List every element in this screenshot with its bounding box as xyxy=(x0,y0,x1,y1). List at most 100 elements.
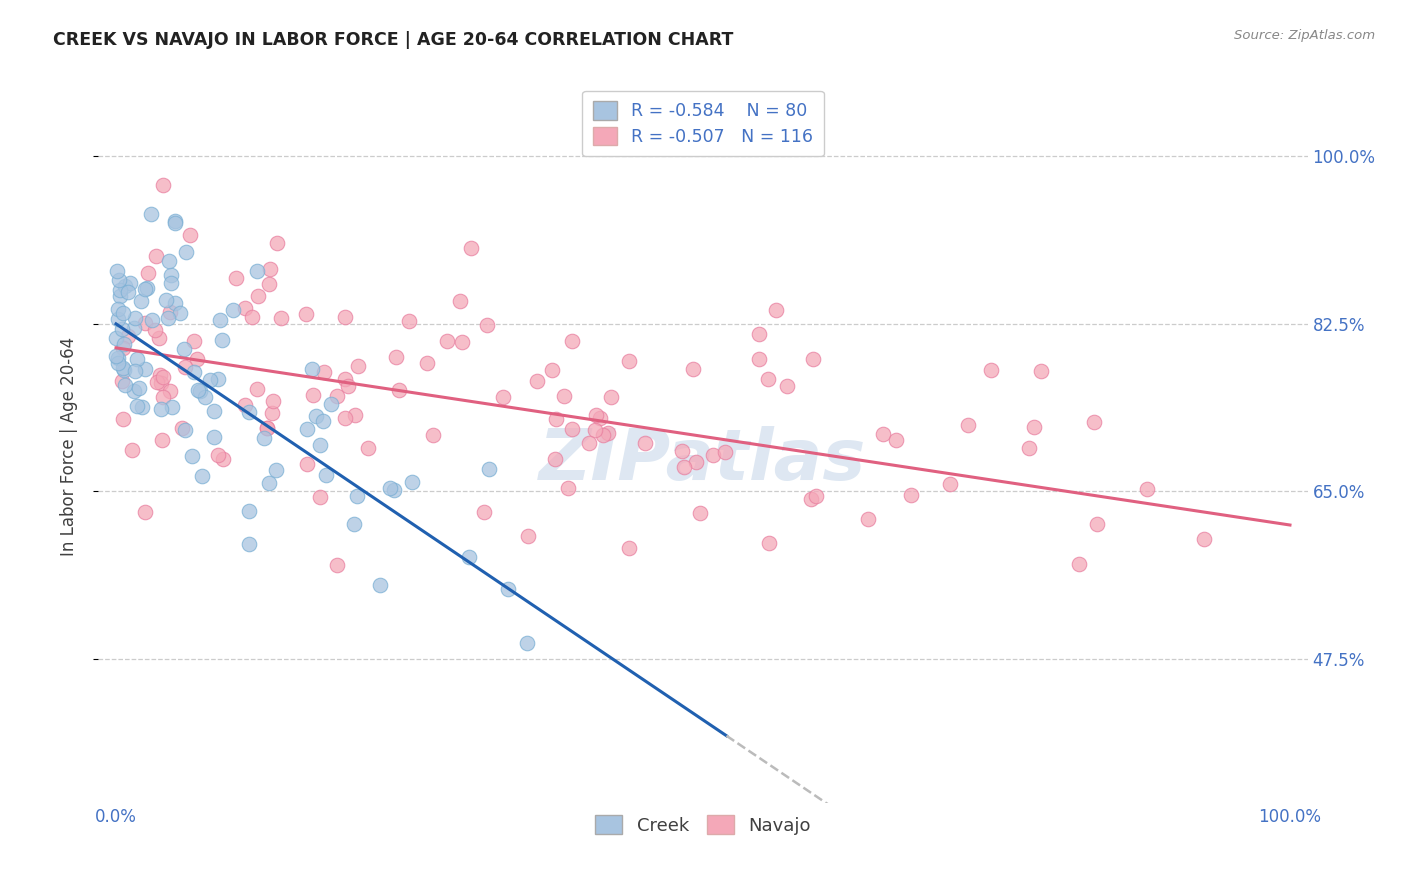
Point xyxy=(238,537,260,551)
Point xyxy=(416,356,439,370)
Point xyxy=(145,249,167,263)
Point xyxy=(856,511,879,525)
Point xyxy=(472,505,495,519)
Point xyxy=(156,310,179,325)
Point xyxy=(114,363,136,377)
Point xyxy=(256,420,278,434)
Point xyxy=(152,390,174,404)
Point xyxy=(1136,482,1159,496)
Text: Source: ZipAtlas.com: Source: ZipAtlas.com xyxy=(1234,29,1375,42)
Point xyxy=(553,389,575,403)
Point xyxy=(315,467,337,482)
Point xyxy=(259,262,281,277)
Point xyxy=(526,374,548,388)
Point xyxy=(129,294,152,309)
Point xyxy=(309,438,332,452)
Point xyxy=(262,394,284,409)
Point xyxy=(238,504,260,518)
Point xyxy=(1192,532,1215,546)
Point xyxy=(233,301,256,316)
Point xyxy=(516,636,538,650)
Point xyxy=(702,448,724,462)
Point xyxy=(180,450,202,464)
Point xyxy=(136,266,159,280)
Point xyxy=(238,405,260,419)
Point xyxy=(872,427,894,442)
Point xyxy=(152,178,174,192)
Point xyxy=(561,421,583,435)
Point xyxy=(159,384,181,398)
Point xyxy=(884,433,907,447)
Point xyxy=(160,400,183,414)
Point xyxy=(266,236,288,251)
Point xyxy=(1083,415,1105,429)
Point xyxy=(436,334,458,348)
Point xyxy=(202,429,225,443)
Point xyxy=(333,310,356,325)
Point xyxy=(207,448,229,462)
Point xyxy=(297,422,319,436)
Point xyxy=(592,428,614,442)
Point xyxy=(112,412,135,426)
Point xyxy=(492,390,515,404)
Point xyxy=(1018,442,1040,456)
Point xyxy=(748,351,770,366)
Point xyxy=(344,408,367,422)
Point xyxy=(1022,420,1045,434)
Point xyxy=(498,582,520,597)
Point xyxy=(131,400,153,414)
Point xyxy=(295,458,318,472)
Point xyxy=(478,462,501,476)
Point xyxy=(170,421,193,435)
Point xyxy=(187,383,209,397)
Point xyxy=(673,460,696,475)
Point xyxy=(956,417,979,432)
Point xyxy=(191,469,214,483)
Point xyxy=(544,412,567,426)
Point xyxy=(114,278,136,293)
Point xyxy=(163,213,186,227)
Point xyxy=(714,444,737,458)
Point xyxy=(900,488,922,502)
Point xyxy=(596,426,619,441)
Point xyxy=(169,305,191,319)
Point xyxy=(980,363,1002,377)
Point xyxy=(146,376,169,390)
Point xyxy=(589,411,612,425)
Point xyxy=(801,352,824,367)
Point xyxy=(118,276,141,290)
Point xyxy=(333,411,356,425)
Point xyxy=(149,402,172,417)
Point xyxy=(450,334,472,349)
Point xyxy=(246,382,269,396)
Point xyxy=(585,408,607,422)
Point xyxy=(105,331,128,345)
Point xyxy=(246,288,269,302)
Point xyxy=(561,334,583,348)
Point xyxy=(152,370,174,384)
Point xyxy=(246,264,269,278)
Point xyxy=(308,491,330,505)
Point xyxy=(225,271,247,285)
Point xyxy=(179,228,201,243)
Point xyxy=(111,374,134,388)
Point xyxy=(157,253,180,268)
Point xyxy=(253,431,276,445)
Point xyxy=(449,294,471,309)
Point xyxy=(634,436,657,450)
Point xyxy=(257,277,280,291)
Point xyxy=(1085,517,1108,532)
Point xyxy=(211,333,233,347)
Point xyxy=(194,390,217,404)
Point xyxy=(176,245,198,260)
Point xyxy=(134,316,156,330)
Point xyxy=(748,327,770,342)
Point xyxy=(304,409,326,424)
Text: ZIPatlas: ZIPatlas xyxy=(540,425,866,495)
Point xyxy=(190,384,212,398)
Point xyxy=(121,442,143,457)
Point xyxy=(112,336,135,351)
Point xyxy=(163,296,186,310)
Point xyxy=(200,373,222,387)
Point xyxy=(208,313,231,327)
